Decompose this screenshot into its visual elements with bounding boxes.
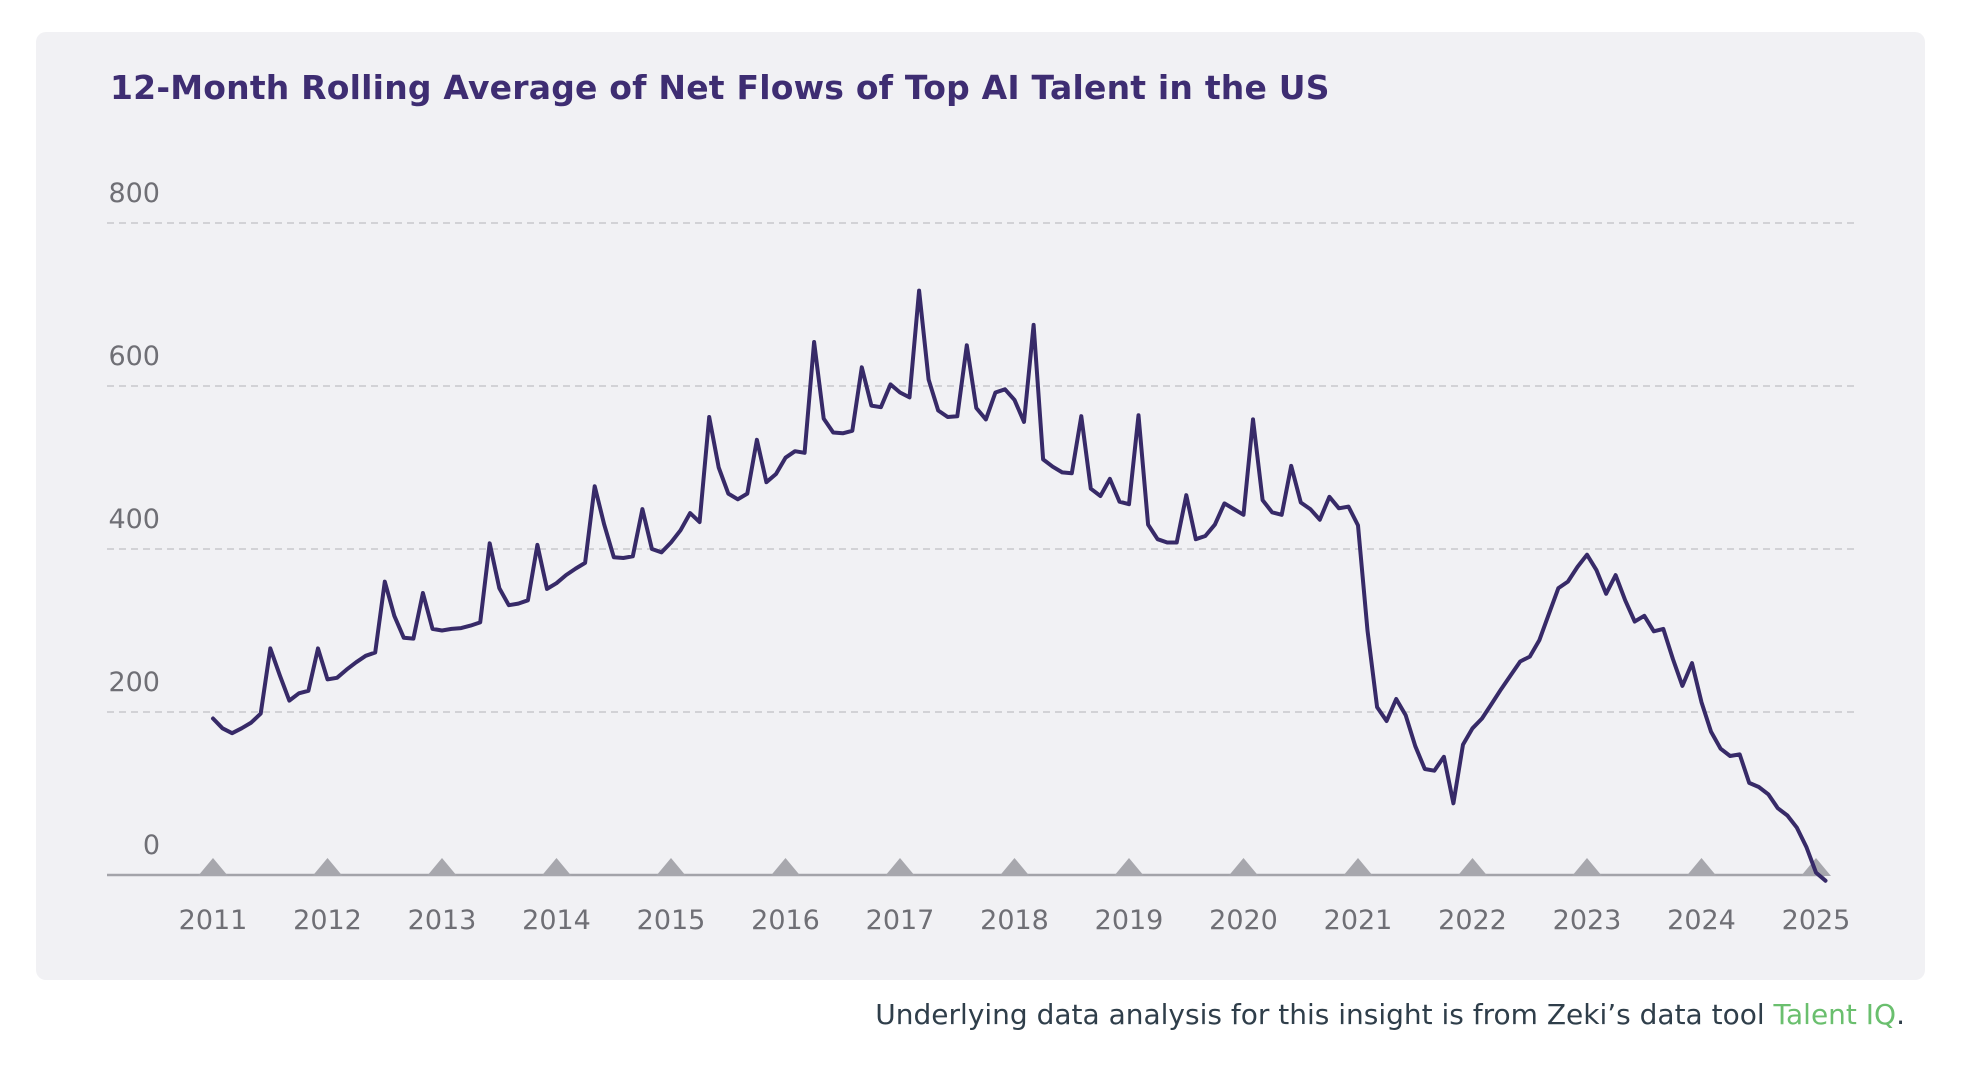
svg-text:2017: 2017 [866,905,935,936]
svg-text:2014: 2014 [522,905,591,936]
chart-card: 12-Month Rolling Average of Net Flows of… [36,32,1925,980]
svg-text:2015: 2015 [637,905,706,936]
svg-text:2022: 2022 [1438,905,1507,936]
gridlines [107,222,1855,713]
svg-text:400: 400 [108,504,160,535]
svg-text:2018: 2018 [980,905,1049,936]
svg-text:200: 200 [108,667,160,698]
svg-text:2020: 2020 [1209,905,1278,936]
svg-text:2011: 2011 [179,905,248,936]
chart-title: 12-Month Rolling Average of Net Flows of… [110,68,1330,107]
svg-text:2023: 2023 [1553,905,1622,936]
series-line [211,288,1828,883]
footer-note: Underlying data analysis for this insigh… [875,998,1905,1031]
y-axis-labels: 0 200 400 600 800 [108,178,160,861]
svg-text:600: 600 [108,341,160,372]
talent-iq-link[interactable]: Talent IQ [1773,998,1897,1031]
x-axis-triangles [198,858,1831,876]
svg-text:2024: 2024 [1667,905,1736,936]
footer-text-before: Underlying data analysis for this insigh… [875,998,1774,1031]
svg-text:2012: 2012 [293,905,362,936]
svg-text:2021: 2021 [1324,905,1393,936]
svg-text:2013: 2013 [408,905,477,936]
svg-text:2025: 2025 [1782,905,1851,936]
svg-text:800: 800 [108,178,160,209]
svg-text:0: 0 [143,830,160,861]
svg-text:2019: 2019 [1095,905,1164,936]
footer-text-after: . [1896,998,1905,1031]
x-axis-labels: 2011 2012 2013 2014 2015 2016 2017 2018 2019 2020… [179,905,1851,936]
svg-text:2016: 2016 [751,905,820,936]
